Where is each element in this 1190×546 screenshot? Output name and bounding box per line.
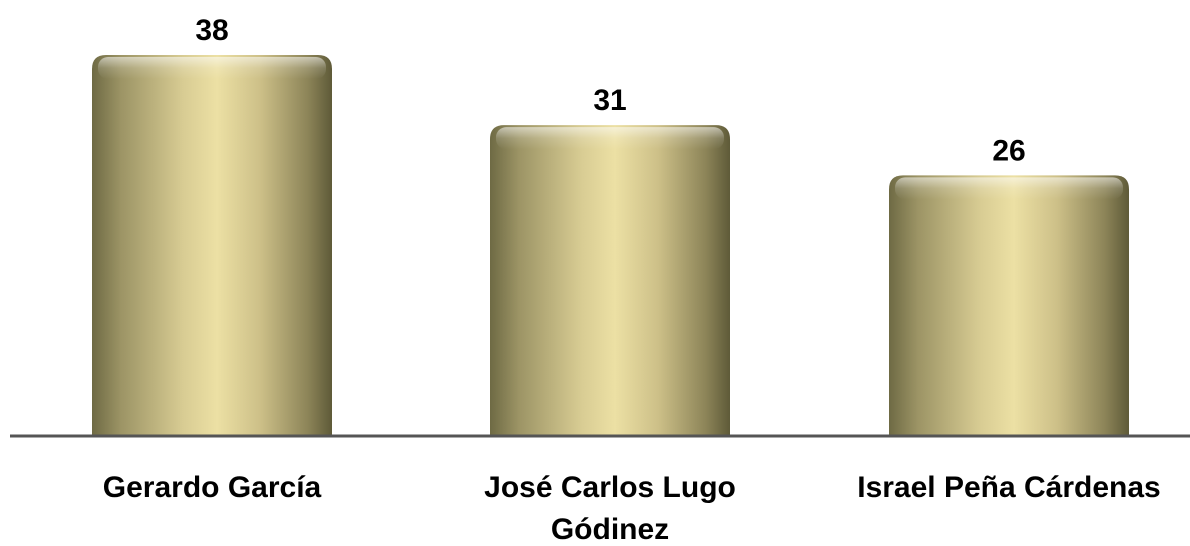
data-label: 38 bbox=[195, 14, 228, 47]
bar bbox=[92, 55, 332, 436]
labels-layer: 38 Gerardo García 31 José Carlos Lugo Gódine… bbox=[103, 14, 1161, 546]
bar bbox=[889, 175, 1129, 436]
data-label: 31 bbox=[593, 84, 626, 117]
bar-top-highlight bbox=[98, 57, 326, 79]
x-tick-label: José Carlos Lugo bbox=[484, 471, 736, 504]
bar-top-highlight bbox=[895, 177, 1123, 200]
x-tick-label: Gerardo García bbox=[103, 471, 322, 504]
data-label: 26 bbox=[992, 134, 1025, 167]
bar bbox=[490, 125, 730, 437]
bar-top-highlight bbox=[496, 127, 724, 150]
x-tick-label: Gódinez bbox=[551, 513, 669, 546]
x-tick-label: Israel Peña Cárdenas bbox=[857, 471, 1161, 504]
bars-layer bbox=[92, 55, 1129, 437]
